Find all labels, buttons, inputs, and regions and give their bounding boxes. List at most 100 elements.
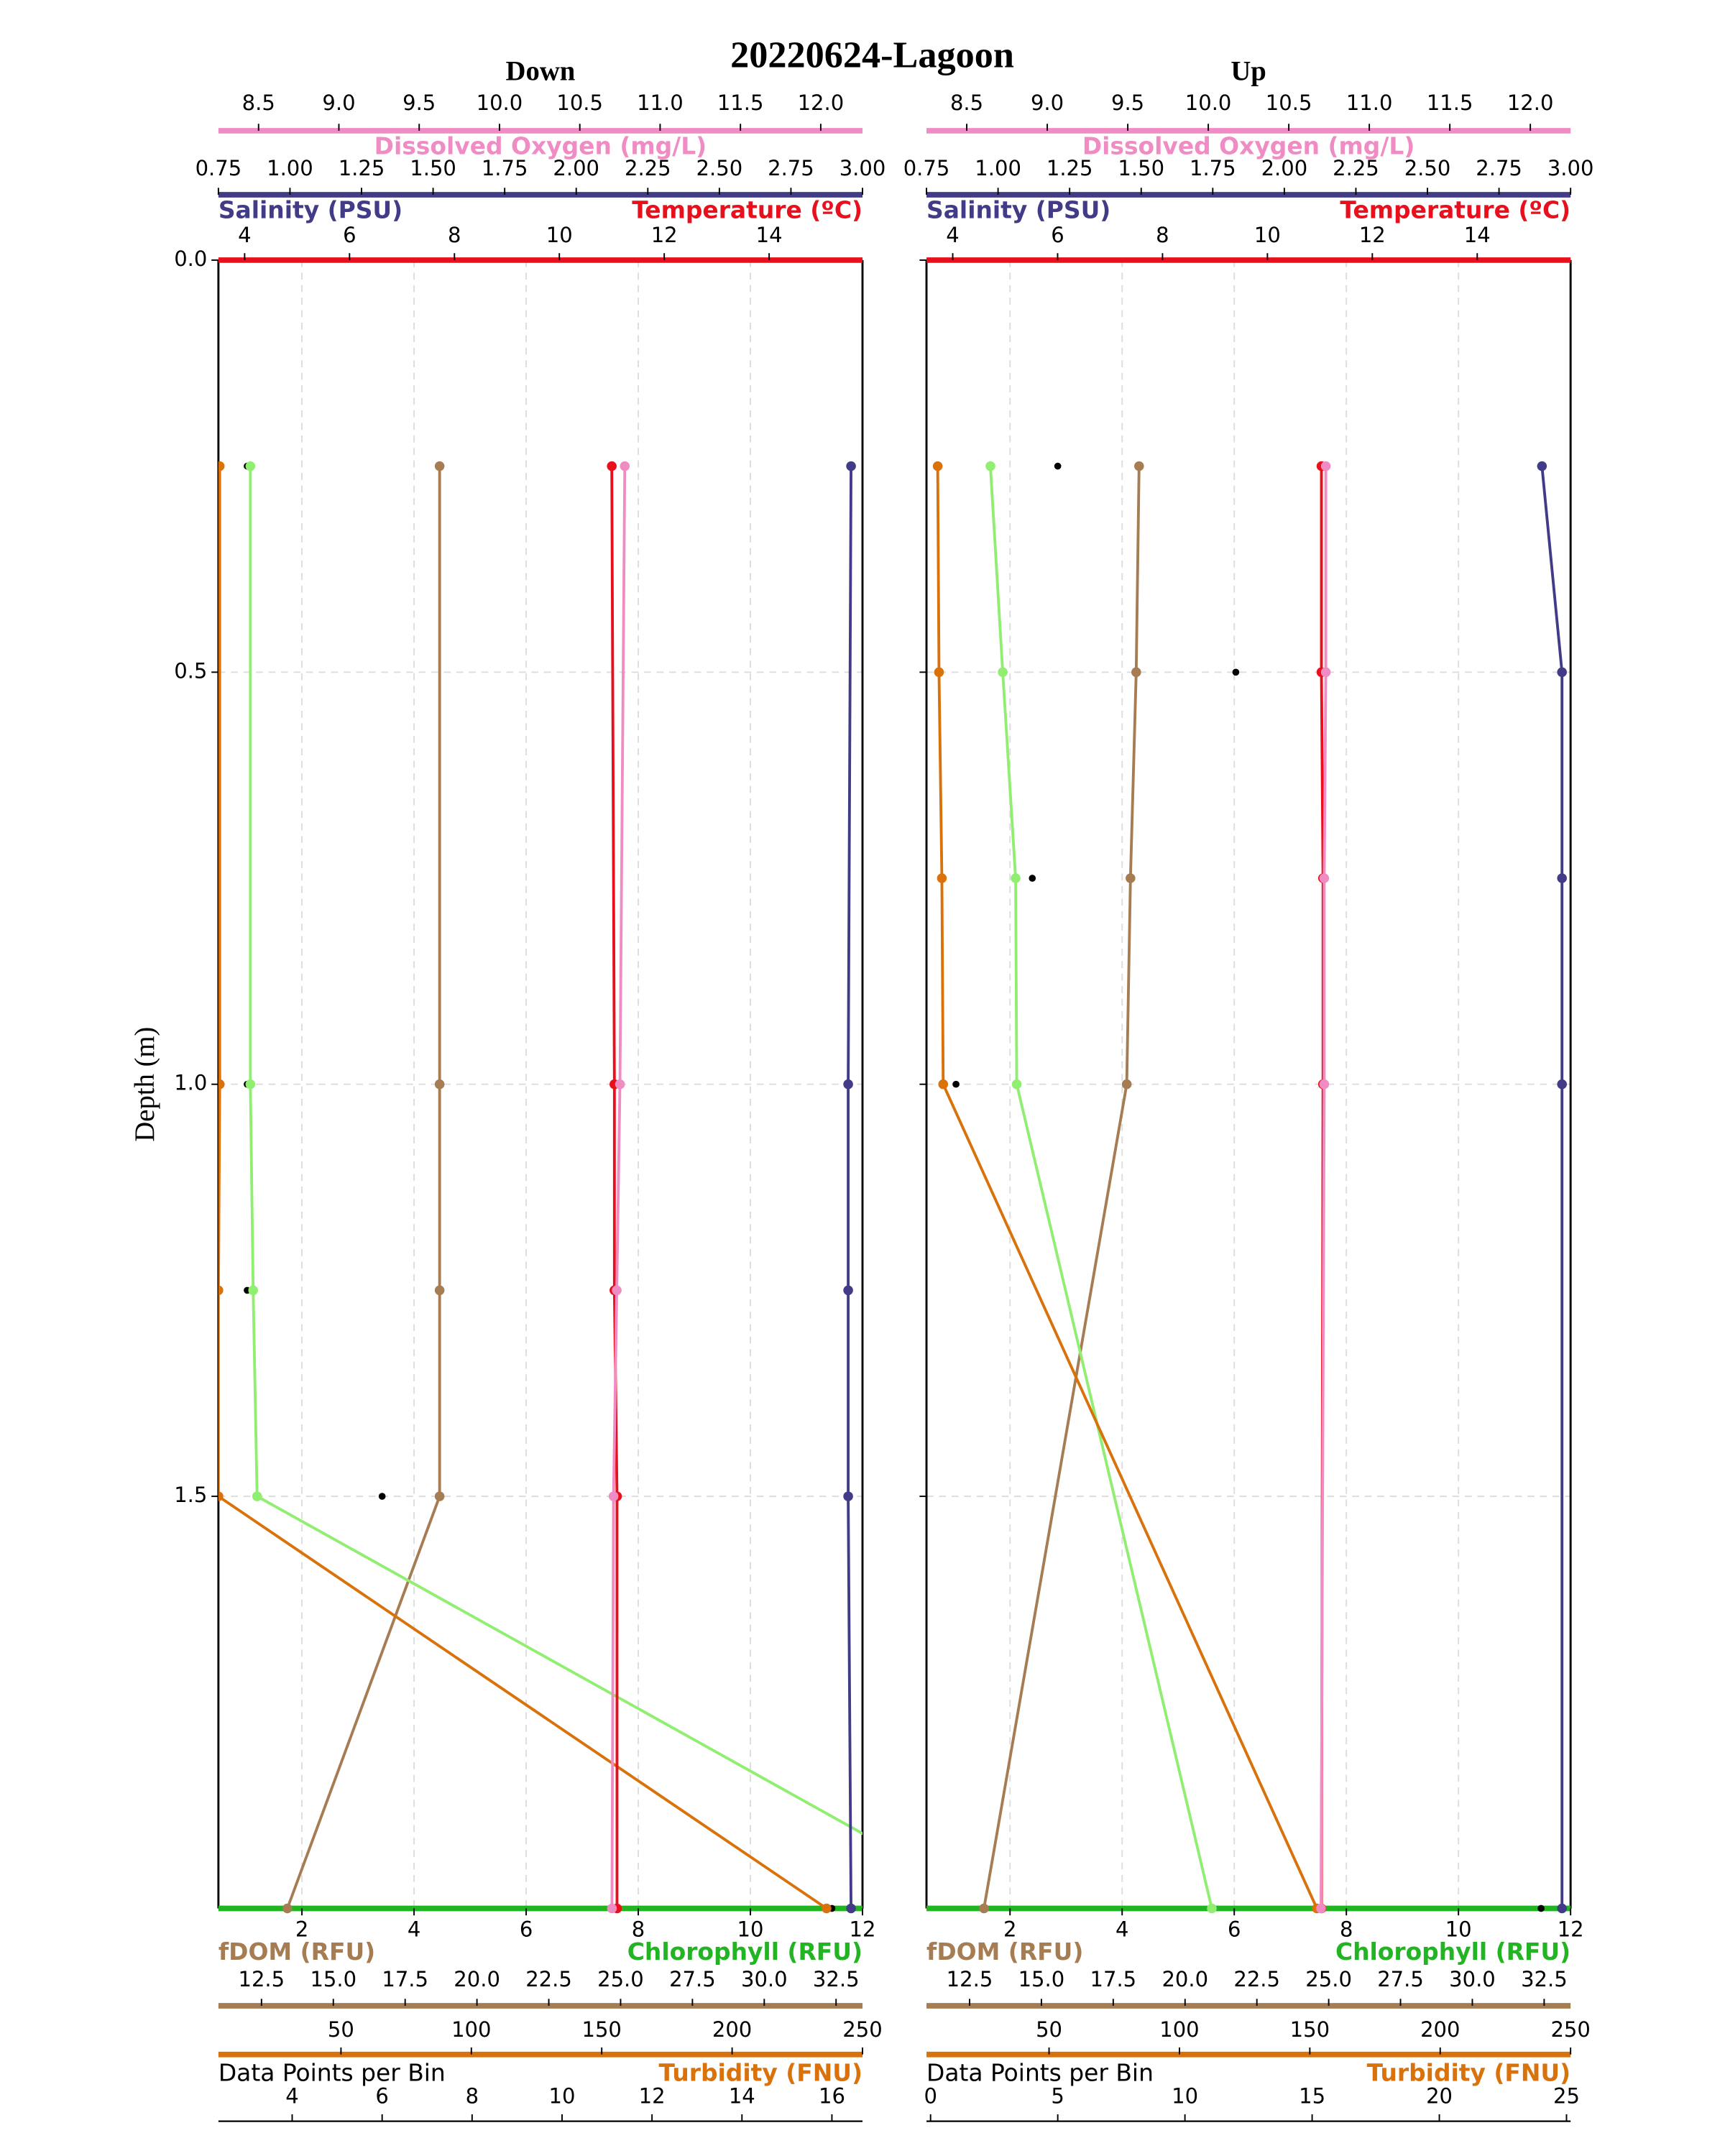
x-tick-label: 12.5 bbox=[239, 1967, 285, 1991]
series-marker bbox=[1131, 667, 1141, 678]
x-tick-label: 15 bbox=[1299, 2084, 1325, 2109]
axis-label: Dissolved Oxygen (mg/L) bbox=[374, 132, 707, 160]
x-tick-label: 10.0 bbox=[477, 91, 523, 115]
x-tick-label: 150 bbox=[1290, 2017, 1330, 2042]
x-tick-label: 4 bbox=[408, 1917, 420, 1941]
series-marker bbox=[822, 1903, 832, 1914]
axis-label: Chlorophyll (RFU) bbox=[1335, 1938, 1570, 1966]
x-tick-label: 8 bbox=[466, 2084, 479, 2109]
series-marker bbox=[1316, 1903, 1326, 1914]
y-tick-label: 1.5 bbox=[174, 1483, 207, 1507]
x-tick-label: 50 bbox=[328, 2017, 354, 2042]
series-marker bbox=[620, 461, 630, 471]
series-line bbox=[1540, 466, 1564, 1909]
x-tick-label: 10 bbox=[1445, 1917, 1472, 1941]
y-tick-label: 1.0 bbox=[174, 1071, 207, 1095]
data-point bbox=[1054, 462, 1062, 470]
x-tick-label: 1.50 bbox=[410, 156, 456, 180]
series-marker bbox=[218, 461, 225, 471]
x-tick-label: 250 bbox=[1550, 2017, 1590, 2042]
x-tick-label: 9.5 bbox=[402, 91, 436, 115]
axis-label: Dissolved Oxygen (mg/L) bbox=[1082, 132, 1415, 160]
x-tick-label: 1.75 bbox=[1190, 156, 1236, 180]
x-tick-label: 5 bbox=[1051, 2084, 1064, 2109]
series-marker bbox=[615, 1079, 625, 1089]
x-tick-label: 15.0 bbox=[1018, 1967, 1065, 1991]
series-marker bbox=[843, 1079, 853, 1089]
series-marker bbox=[932, 461, 943, 471]
x-tick-label: 2.75 bbox=[768, 156, 814, 180]
axis-label: Data Points per Bin bbox=[926, 2058, 1154, 2086]
x-tick-label: 8 bbox=[448, 223, 461, 247]
x-tick-label: 10 bbox=[737, 1917, 764, 1941]
x-tick-label: 11.0 bbox=[637, 91, 684, 115]
x-tick-label: 32.5 bbox=[813, 1967, 860, 1991]
x-tick-label: 50 bbox=[1036, 2017, 1062, 2042]
data-point bbox=[1232, 668, 1240, 676]
x-tick-label: 12 bbox=[1359, 223, 1386, 247]
x-tick-label: 25.0 bbox=[597, 1967, 644, 1991]
x-tick-label: 12.0 bbox=[1507, 91, 1554, 115]
data-point bbox=[378, 1493, 386, 1500]
x-tick-label: 2.00 bbox=[553, 156, 599, 180]
series-line bbox=[285, 466, 441, 1909]
series-marker bbox=[1207, 1903, 1217, 1914]
x-tick-label: 12 bbox=[639, 2084, 666, 2109]
x-tick-label: 10.0 bbox=[1185, 91, 1232, 115]
series-line bbox=[218, 466, 828, 1910]
axis-label: fDOM (RFU) bbox=[218, 1938, 375, 1966]
x-tick-label: 250 bbox=[842, 2017, 882, 2042]
x-tick-label: 10.5 bbox=[556, 91, 603, 115]
axis-label: Data Points per Bin bbox=[218, 2058, 446, 2086]
panel-title: Up bbox=[1230, 56, 1266, 86]
suptitle: 20220624-Lagoon bbox=[730, 34, 1014, 75]
x-tick-label: 2.75 bbox=[1476, 156, 1522, 180]
x-tick-label: 2.25 bbox=[625, 156, 671, 180]
x-tick-label: 2.25 bbox=[1333, 156, 1379, 180]
x-tick-label: 30.0 bbox=[741, 1967, 788, 1991]
x-tick-label: 200 bbox=[712, 2017, 752, 2042]
series-marker bbox=[1134, 461, 1144, 471]
series-marker bbox=[979, 1903, 989, 1914]
x-tick-label: 6 bbox=[343, 223, 356, 247]
series-marker bbox=[846, 461, 856, 471]
x-tick-label: 2.50 bbox=[1404, 156, 1451, 180]
series-line bbox=[847, 466, 853, 1909]
x-tick-label: 0 bbox=[924, 2084, 937, 2109]
series-marker bbox=[608, 1491, 619, 1501]
x-tick-label: 20 bbox=[1426, 2084, 1453, 2109]
x-tick-label: 10.5 bbox=[1266, 91, 1312, 115]
x-tick-label: 2 bbox=[1003, 1917, 1016, 1941]
series-marker bbox=[607, 1903, 617, 1914]
x-tick-label: 12.5 bbox=[947, 1967, 993, 1991]
series-marker bbox=[1319, 1079, 1330, 1089]
x-tick-label: 32.5 bbox=[1521, 1967, 1568, 1991]
x-tick-label: 8 bbox=[632, 1917, 645, 1941]
series-line bbox=[989, 466, 1213, 1909]
x-tick-label: 100 bbox=[1159, 2017, 1199, 2042]
series-marker bbox=[218, 1079, 225, 1089]
x-tick-label: 9.5 bbox=[1111, 91, 1144, 115]
x-tick-label: 3.00 bbox=[840, 156, 886, 180]
x-tick-label: 25 bbox=[1553, 2084, 1580, 2109]
x-tick-label: 12 bbox=[651, 223, 678, 247]
x-tick-label: 1.25 bbox=[1046, 156, 1093, 180]
data-point bbox=[1537, 1904, 1545, 1912]
series-marker bbox=[985, 461, 995, 471]
series-marker bbox=[843, 1491, 853, 1501]
x-tick-label: 8 bbox=[1156, 223, 1169, 247]
series-marker bbox=[934, 667, 944, 678]
series-marker bbox=[1320, 667, 1331, 678]
x-tick-label: 17.5 bbox=[382, 1967, 428, 1991]
series-marker bbox=[245, 1079, 256, 1089]
x-tick-label: 14 bbox=[756, 223, 783, 247]
x-tick-label: 12 bbox=[1558, 1917, 1584, 1941]
x-tick-label: 22.5 bbox=[525, 1967, 572, 1991]
series-marker bbox=[1011, 873, 1021, 883]
axis-label: Salinity (PSU) bbox=[926, 196, 1110, 224]
x-tick-label: 8 bbox=[1340, 1917, 1353, 1941]
series-marker bbox=[218, 1285, 224, 1296]
x-tick-label: 150 bbox=[581, 2017, 621, 2042]
x-tick-label: 20.0 bbox=[1162, 1967, 1208, 1991]
series-marker bbox=[282, 1903, 293, 1914]
